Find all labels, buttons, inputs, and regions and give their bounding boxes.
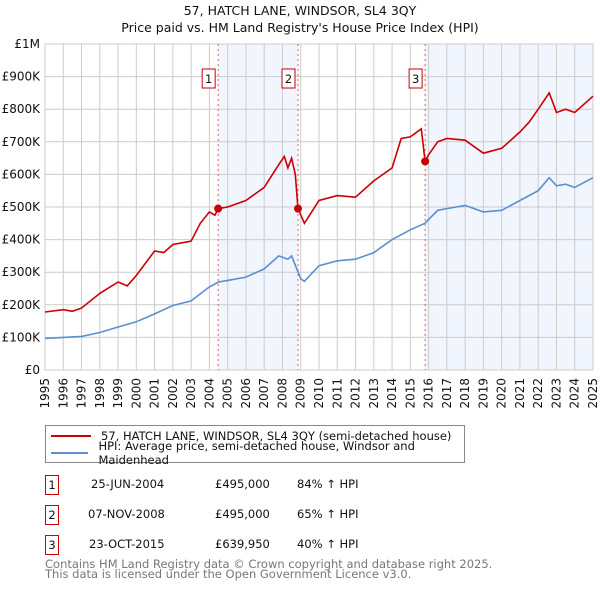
sale-date: 07-NOV-2008 bbox=[88, 507, 165, 521]
y-tick-label: £700K bbox=[2, 135, 42, 149]
x-tick-label: 2005 bbox=[221, 378, 235, 409]
chart-title: 57, HATCH LANE, WINDSOR, SL4 3QY bbox=[184, 3, 417, 18]
x-tick-label: 2006 bbox=[239, 378, 253, 409]
x-tick-label: 2000 bbox=[129, 378, 143, 409]
x-tick-label: 2011 bbox=[330, 378, 344, 409]
x-tick-label: 2021 bbox=[513, 378, 527, 409]
x-tick-label: 2016 bbox=[422, 378, 436, 409]
legend-swatch-red bbox=[51, 435, 91, 437]
sale-label-box bbox=[201, 68, 216, 89]
y-tick-label: £400K bbox=[2, 233, 42, 247]
x-tick-label: 2001 bbox=[148, 378, 162, 409]
sale-marker-badge: 3 bbox=[45, 535, 59, 555]
x-tick-label: 2015 bbox=[403, 378, 417, 409]
x-tick-label: 2003 bbox=[184, 378, 198, 409]
sale-label: 2 bbox=[285, 72, 292, 86]
x-tick-label: 2020 bbox=[495, 378, 509, 409]
x-tick-label: 2018 bbox=[458, 378, 472, 409]
sale-date: 23-OCT-2015 bbox=[89, 537, 165, 551]
x-tick-label: 2008 bbox=[275, 378, 289, 409]
x-tick-label: 2009 bbox=[294, 378, 308, 409]
sale-price: £495,000 bbox=[215, 507, 270, 521]
chart-subtitle: Price paid vs. HM Land Registry's House … bbox=[121, 20, 478, 35]
legend-label: HPI: Average price, semi-detached house,… bbox=[98, 439, 415, 467]
y-tick-label: £800K bbox=[2, 102, 42, 116]
x-tick-label: 2014 bbox=[385, 378, 399, 409]
footer-licence: This data is licensed under the Open Gov… bbox=[45, 567, 412, 581]
footer-copyright: Contains HM Land Registry data © Crown c… bbox=[45, 557, 493, 571]
sale-marker-badge: 1 bbox=[45, 475, 59, 495]
legend-label: 57, HATCH LANE, WINDSOR, SL4 3QY (semi-d… bbox=[101, 429, 452, 443]
plot-frame bbox=[44, 43, 594, 371]
y-tick-label: £0 bbox=[25, 363, 40, 377]
x-tick-label: 2022 bbox=[531, 378, 545, 409]
footer: Contains HM Land Registry data © Crown c… bbox=[45, 557, 493, 581]
legend: 57, HATCH LANE, WINDSOR, SL4 3QY (semi-d… bbox=[45, 425, 465, 467]
x-tick-label: 1998 bbox=[93, 378, 107, 409]
price-chart: 57, HATCH LANE, WINDSOR, SL4 3QY Price p… bbox=[2, 3, 600, 409]
sale-label-box bbox=[281, 68, 296, 89]
sale-row: 1 25-JUN-2004 £495,000 84% ↑ HPI bbox=[45, 475, 495, 495]
sale-row: 3 23-OCT-2015 £639,950 40% ↑ HPI bbox=[45, 535, 495, 555]
y-tick-label: £1M bbox=[14, 37, 40, 51]
sale-point bbox=[293, 204, 302, 213]
y-tick-label: £600K bbox=[2, 167, 42, 181]
sale-hpi-diff: 65% ↑ HPI bbox=[297, 507, 359, 521]
x-tick-label: 1997 bbox=[75, 378, 89, 409]
x-tick-label: 2019 bbox=[476, 378, 490, 409]
sale-label: 3 bbox=[412, 72, 419, 86]
x-tick-label: 2023 bbox=[549, 378, 563, 409]
sale-hpi-diff: 84% ↑ HPI bbox=[297, 477, 359, 491]
sale-date: 25-JUN-2004 bbox=[91, 477, 165, 491]
x-tick-label: 2007 bbox=[257, 378, 271, 409]
sale-price: £639,950 bbox=[215, 537, 270, 551]
y-tick-label: £200K bbox=[2, 298, 42, 312]
x-tick-label: 2025 bbox=[586, 378, 600, 409]
hpi-line bbox=[44, 176, 594, 340]
sale-row: 2 07-NOV-2008 £495,000 65% ↑ HPI bbox=[45, 505, 495, 525]
sale-point bbox=[214, 204, 223, 213]
sale-label: 1 bbox=[205, 72, 212, 86]
x-tick-label: 1999 bbox=[111, 378, 125, 409]
sale-price: £495,000 bbox=[215, 477, 270, 491]
legend-swatch-blue bbox=[51, 452, 89, 454]
y-tick-label: £100K bbox=[2, 330, 42, 344]
x-tick-label: 2002 bbox=[166, 378, 180, 409]
x-tick-label: 1995 bbox=[38, 378, 52, 409]
x-tick-label: 2010 bbox=[312, 378, 326, 409]
x-tick-label: 2017 bbox=[440, 378, 454, 409]
sale-label-box bbox=[408, 68, 423, 89]
y-tick-label: £300K bbox=[2, 265, 42, 279]
y-tick-label: £500K bbox=[2, 200, 42, 214]
x-tick-label: 2012 bbox=[349, 378, 363, 409]
legend-item-property: 57, HATCH LANE, WINDSOR, SL4 3QY (semi-d… bbox=[51, 428, 451, 444]
sale-point bbox=[421, 157, 430, 166]
x-tick-label: 2013 bbox=[367, 378, 381, 409]
x-tick-label: 2004 bbox=[202, 378, 216, 409]
legend-item-hpi: HPI: Average price, semi-detached house,… bbox=[51, 439, 464, 467]
sale-marker-badge: 2 bbox=[45, 505, 59, 525]
sale-hpi-diff: 40% ↑ HPI bbox=[297, 537, 359, 551]
x-tick-label: 2024 bbox=[568, 378, 582, 409]
x-tick-label: 1996 bbox=[56, 378, 70, 409]
y-tick-label: £900K bbox=[2, 70, 42, 84]
